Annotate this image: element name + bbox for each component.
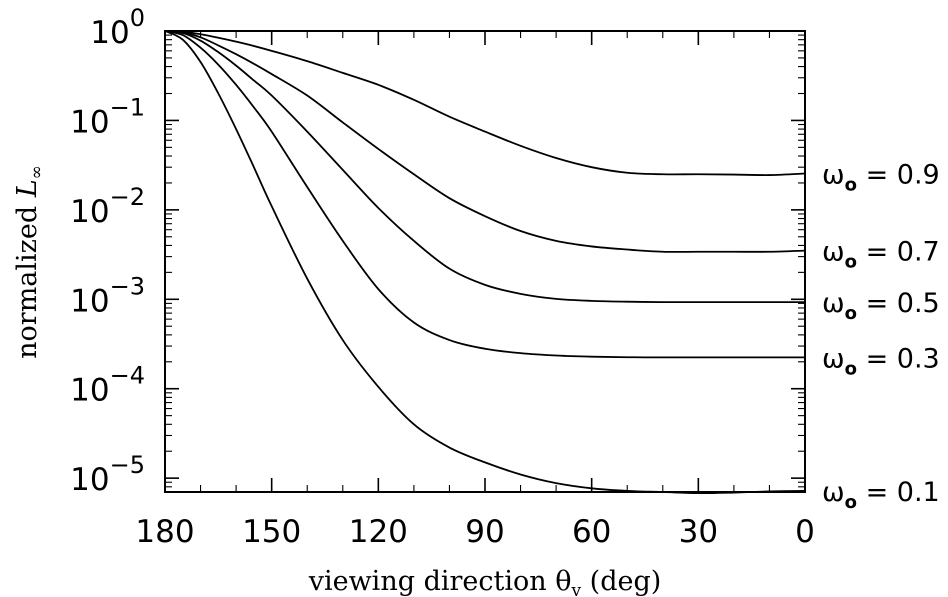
plot-frame [164, 30, 806, 493]
series-label: ωo = 0.5 [822, 288, 940, 324]
x-tick-labels: 180 150 120 90 60 30 0 [135, 514, 814, 550]
series-label: ωo = 0.1 [822, 477, 940, 513]
x-tick-label: 180 [135, 514, 194, 550]
series-line [164, 30, 806, 495]
x-tick-label: 150 [242, 514, 301, 550]
y-tick-label: 10−2 [70, 183, 145, 230]
y-tick-labels: 100 10−1 10−2 10−3 10−4 10−5 [70, 4, 145, 498]
y-tick-label: 10−5 [70, 451, 145, 498]
series-label: ωo = 0.7 [822, 237, 940, 273]
y-tick-label: 100 [90, 4, 145, 51]
x-tick-label: 60 [572, 514, 611, 550]
x-tick-label: 90 [465, 514, 504, 550]
series-line [164, 30, 805, 359]
series-line [164, 30, 806, 176]
series-line [164, 30, 805, 304]
major-ticks [164, 30, 806, 492]
x-tick-label: 0 [795, 514, 815, 550]
x-axis-label: viewing direction θv (deg) [308, 566, 662, 597]
y-tick-label: 10−3 [70, 272, 145, 319]
y-tick-label: 10−1 [70, 93, 145, 140]
series-line [164, 30, 806, 253]
series-labels: ωo = 0.9 ωo = 0.7 ωo = 0.5 ωo = 0.3 ωo = 0.1 [822, 160, 940, 513]
x-tick-label: 120 [349, 514, 408, 550]
minor-ticks [165, 31, 805, 492]
series-label: ωo = 0.3 [822, 343, 940, 379]
x-tick-label: 30 [679, 514, 718, 550]
series-label: ωo = 0.9 [822, 160, 940, 196]
y-tick-label: 10−4 [70, 362, 145, 409]
series-lines [164, 30, 806, 495]
y-axis-label: normalized L∞ [12, 165, 47, 359]
